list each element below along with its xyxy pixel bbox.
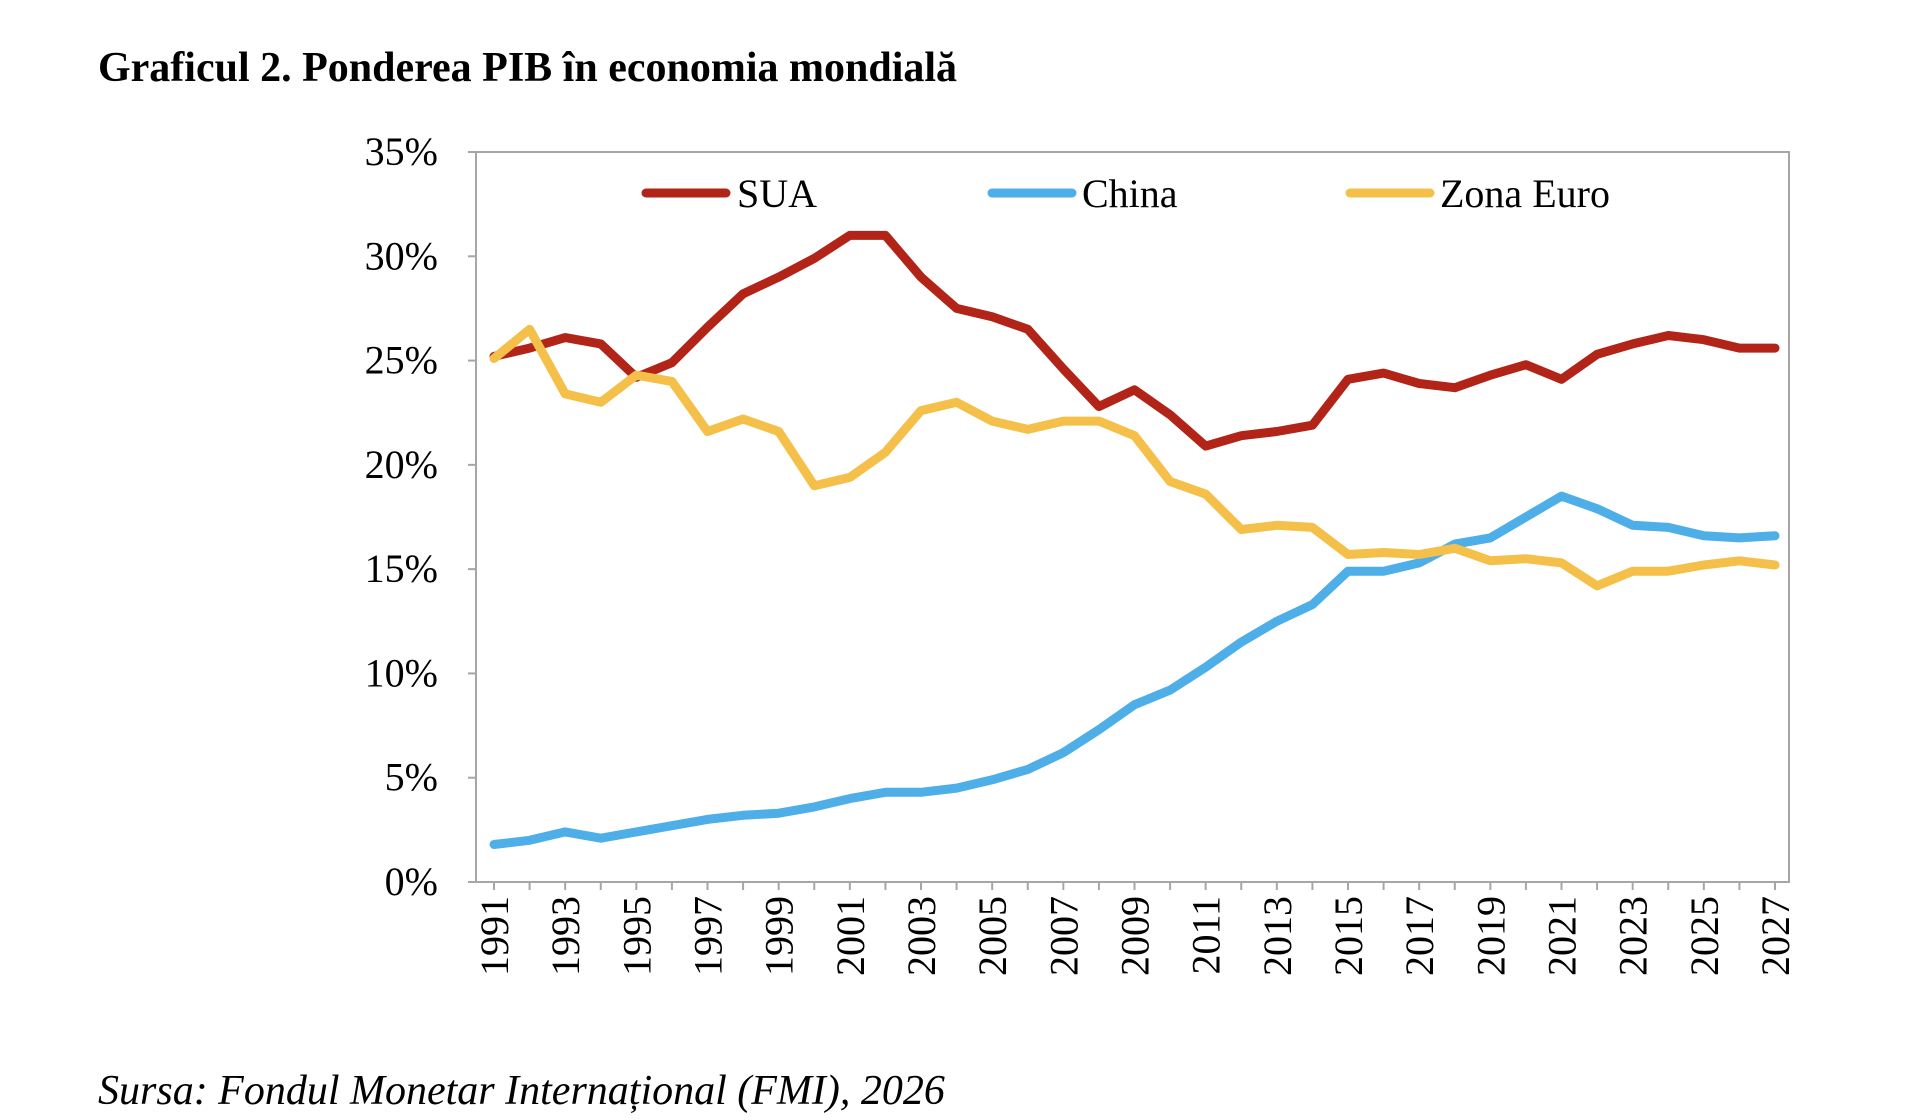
series-line-sua: [489, 230, 1780, 451]
x-tick-label: 2015: [1326, 896, 1371, 976]
x-axis: 1991 1993 1995 1997 1999 2001 2003 2005 2007 2009…: [472, 882, 1798, 976]
y-tick-label: 30%: [365, 233, 438, 278]
legend-label-china: China: [1082, 171, 1178, 216]
x-tick-label: 2003: [899, 896, 944, 976]
series-line-zona-euro: [489, 324, 1780, 591]
x-tick-label: 2005: [970, 896, 1015, 976]
series-line-china: [489, 491, 1780, 849]
line-chart: 0%5%10%15%20%25%30%35% 1991 1993 1995 1997 1…: [365, 129, 1798, 976]
x-tick-label: 2017: [1397, 896, 1442, 976]
x-tick-label: 2001: [828, 896, 873, 976]
legend-label-zona-euro: Zona Euro: [1440, 171, 1610, 216]
x-tick-label: 2021: [1540, 896, 1585, 976]
y-tick-label: 5%: [385, 755, 438, 800]
x-tick-label: 1995: [614, 896, 659, 976]
y-tick-label: 15%: [365, 546, 438, 591]
x-tick-label: 1997: [686, 896, 731, 976]
plot-area-frame: [475, 151, 1790, 883]
x-tick-label: 2023: [1611, 896, 1656, 976]
x-tick-label: 1991: [472, 896, 517, 976]
x-tick-label: 2011: [1184, 896, 1229, 975]
x-tick-label: 2025: [1682, 896, 1727, 976]
y-tick-label: 0%: [385, 859, 438, 904]
x-tick-label: 2019: [1468, 896, 1513, 976]
x-tick-label: 2009: [1113, 896, 1158, 976]
x-tick-label: 2013: [1255, 896, 1300, 976]
x-tick-label: 2027: [1753, 896, 1798, 976]
x-tick-label: 1993: [543, 896, 588, 976]
y-tick-label: 20%: [365, 442, 438, 487]
y-tick-label: 10%: [365, 650, 438, 695]
x-tick-label: 1999: [757, 896, 802, 976]
source-note: Sursa: Fondul Monetar Internațional (FMI…: [98, 1068, 945, 1114]
y-axis: 0% 5% 10% 15% 20% 25% 30% 35%: [365, 129, 476, 904]
legend: SUA China Zona Euro: [641, 171, 1610, 216]
x-tick-label: 2007: [1041, 896, 1086, 976]
legend-label-sua: SUA: [737, 171, 817, 216]
series-layer: [489, 230, 1780, 849]
chart-title: Graficul 2. Ponderea PIB în economia mon…: [98, 45, 958, 91]
y-tick-label: 35%: [365, 129, 438, 174]
y-tick-label: 25%: [365, 338, 438, 383]
